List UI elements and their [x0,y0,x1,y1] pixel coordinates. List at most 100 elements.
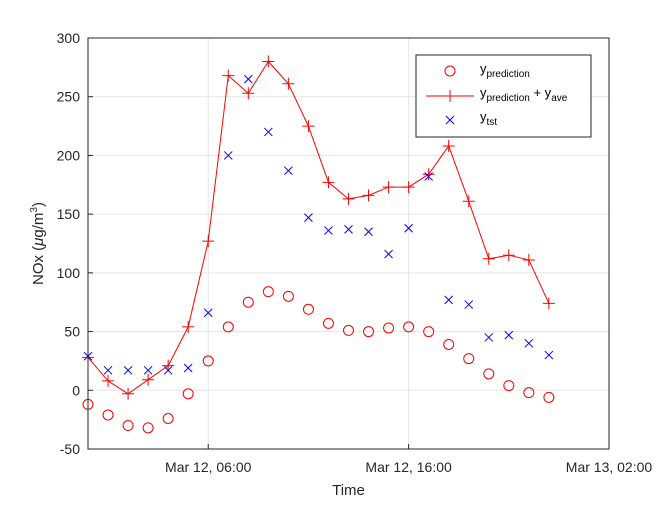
data-point-prediction [543,391,555,403]
data-point-prediction-plus-ave [362,189,375,202]
data-point-prediction [363,326,375,338]
data-point-prediction-plus-ave [202,235,215,248]
data-point-prediction-plus-ave [322,176,335,189]
series-line-prediction-plus-ave [87,60,550,395]
data-point-tst [424,172,434,181]
tick-layer: -50 0 50 100 150 200 250 300 Mar 12, 06:00 Mar 12… [57,30,653,475]
data-point-prediction-plus-ave [402,181,415,194]
y-axis-label-unit: g/m [30,213,47,238]
data-point-prediction [483,368,495,380]
legend-label-prediction-main: y [480,61,487,76]
data-point-prediction [102,409,114,421]
data-point-prediction-plus-ave [342,192,355,205]
legend: yprediction yprediction + yave ytst [415,54,592,138]
y-tick-label: -50 [60,441,80,457]
data-point-tst [263,127,273,137]
data-point-tst [544,350,554,360]
data-point-tst [304,213,313,223]
data-point-tst [444,295,454,305]
data-point-tst [243,74,253,84]
data-point-prediction [262,286,274,298]
data-point-prediction [523,387,535,399]
data-point-tst [203,308,213,318]
data-layer [82,55,555,434]
data-point-prediction [503,380,515,392]
legend-label-tst: ytst [480,109,497,128]
data-point-prediction-plus-ave [282,77,295,90]
data-point-prediction-plus-ave [302,120,315,133]
data-point-prediction-plus-ave [522,253,535,266]
x-tick-label: Mar 12, 06:00 [165,459,252,475]
data-point-prediction-plus-ave [262,55,275,68]
legend-marker-x [445,115,455,125]
legend-label-ave-sub2: ave [551,93,568,104]
data-point-prediction-plus-ave [102,374,115,387]
legend-entry-prediction: yprediction [444,61,530,80]
data-point-prediction [423,326,435,338]
data-point-prediction [282,290,294,302]
data-point-prediction [443,338,455,350]
data-point-tst [183,363,193,373]
data-point-tst [404,223,413,233]
data-point-prediction [182,388,194,400]
data-point-tst [464,300,474,309]
data-point-prediction-plus-ave [422,168,435,181]
y-axis-label-prefix: NOx ( [30,246,47,285]
data-point-prediction-plus-ave [222,69,235,82]
legend-label-prediction-plus-ave: yprediction + yave [480,85,568,104]
data-point-prediction [162,412,174,424]
legend-marker-plus [444,90,456,102]
data-point-prediction-plus-ave [142,373,155,386]
y-axis-label: NOx (μg/m3) [29,202,47,285]
data-point-tst [504,330,514,340]
data-point-tst [163,365,173,375]
y-tick-label: 300 [57,30,81,46]
data-point-tst [484,333,494,342]
legend-entry-tst: ytst [445,109,497,128]
data-point-prediction [242,296,254,308]
data-point-prediction-plus-ave [542,297,555,310]
y-axis-label-exponent: 3 [29,207,40,213]
data-point-tst [344,225,353,234]
legend-label-ave-main: y [480,85,487,100]
data-point-prediction [403,321,415,333]
y-tick-label: 50 [64,324,80,340]
legend-label-prediction: yprediction [480,61,530,80]
x-tick-label: Mar 13, 02:00 [566,459,653,475]
data-point-prediction-plus-ave [182,320,195,333]
legend-label-ave-sub: prediction [487,93,530,104]
legend-label-prediction-sub: prediction [487,69,530,80]
data-point-prediction [383,322,395,334]
legend-marker-circle [444,65,456,77]
y-axis-label-suffix: ) [30,202,47,207]
y-tick-label: 200 [57,147,81,163]
data-point-prediction [202,355,214,367]
data-point-prediction [302,303,314,315]
y-tick-label: 100 [57,265,81,281]
data-point-tst [524,338,534,348]
data-point-tst [123,365,133,375]
legend-label-ave-rest: + y [530,85,552,100]
data-point-tst [223,151,233,160]
x-axis-label: Time [332,482,365,499]
data-point-prediction-plus-ave [482,252,495,265]
y-tick-label: 0 [72,382,80,398]
x-tick-label: Mar 12, 16:00 [365,459,452,475]
data-point-tst [324,226,333,235]
legend-label-tst-main: y [480,109,487,124]
data-point-tst [384,249,393,259]
y-tick-label: 150 [57,206,81,222]
data-point-tst [284,166,293,176]
data-point-prediction-plus-ave [442,140,455,153]
data-point-prediction [343,324,354,336]
data-point-prediction-plus-ave [382,181,395,194]
y-axis-label-mu: μ [30,238,47,247]
data-point-prediction-plus-ave [242,87,255,100]
data-point-tst [364,227,373,237]
data-point-tst [103,365,113,375]
data-point-prediction [122,420,134,432]
data-point-prediction [463,353,475,365]
axes-box [87,37,610,450]
